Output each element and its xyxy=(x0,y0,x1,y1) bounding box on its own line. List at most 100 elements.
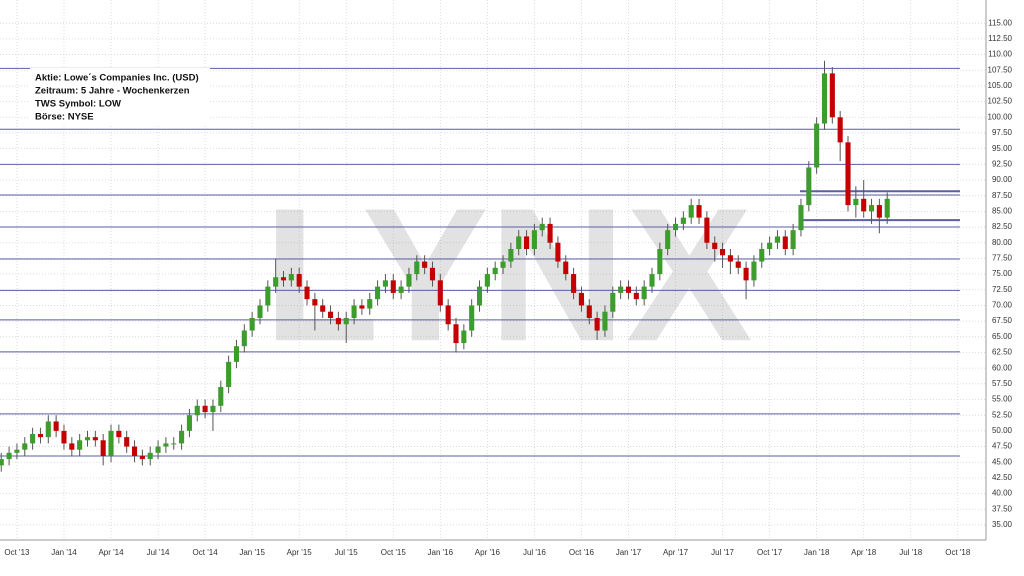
grid xyxy=(0,0,986,540)
candle-body xyxy=(524,236,530,249)
y-tick-label: 62.50 xyxy=(992,348,1013,357)
y-tick-label: 112.50 xyxy=(988,34,1012,43)
candle-body xyxy=(367,299,373,309)
candle-body xyxy=(328,311,334,318)
y-tick-label: 107.50 xyxy=(988,65,1013,74)
x-tick-label: Oct '13 xyxy=(4,548,30,557)
candle-body xyxy=(445,305,451,325)
x-tick-label: Apr '18 xyxy=(851,548,877,557)
candle-body xyxy=(312,299,318,306)
y-tick-label: 42.50 xyxy=(992,473,1013,482)
x-tick-label: Jul '17 xyxy=(711,548,734,557)
candle-body xyxy=(476,286,483,306)
candle-body xyxy=(571,274,577,293)
candle-body xyxy=(743,267,749,281)
candle-body xyxy=(202,405,208,413)
candle-body xyxy=(116,430,122,438)
y-tick-label: 100.00 xyxy=(988,112,1013,121)
candle-body xyxy=(876,205,882,218)
y-tick-label: 57.50 xyxy=(992,379,1013,388)
y-tick-label: 75.00 xyxy=(992,269,1013,278)
candle-body xyxy=(704,217,710,243)
x-tick-label: Jan '15 xyxy=(239,548,265,557)
candle-body xyxy=(6,452,12,460)
candle-body xyxy=(798,205,804,231)
candle-body xyxy=(257,305,263,318)
candle-body xyxy=(84,437,91,441)
y-tick-label: 105.00 xyxy=(988,81,1013,90)
candle-body xyxy=(288,274,294,281)
candle-body xyxy=(563,261,569,275)
candle-body xyxy=(578,292,584,306)
candle-body xyxy=(61,430,67,444)
candle-body xyxy=(782,236,788,249)
candle-body xyxy=(853,198,859,206)
info-line: Börse: NYSE xyxy=(35,112,94,123)
x-tick-label: Jan '17 xyxy=(616,548,642,557)
candle-body xyxy=(516,236,522,249)
candle-body xyxy=(233,346,240,362)
candle-body xyxy=(821,73,828,124)
info-line: Zeitraum: 5 Jahre - Wochenkerzen xyxy=(35,86,190,97)
candle-body xyxy=(696,205,702,218)
info-line: Aktie: Lowe´s Companies Inc. (USD) xyxy=(35,73,199,84)
candle-body xyxy=(469,305,475,331)
y-tick-label: 97.50 xyxy=(992,128,1013,137)
candle-body xyxy=(131,446,138,456)
candle-body xyxy=(179,430,185,444)
x-tick-label: Jul '18 xyxy=(899,548,922,557)
candle-body xyxy=(226,361,232,387)
candle-body xyxy=(163,443,169,447)
candle-body xyxy=(194,405,200,416)
candle-body xyxy=(359,305,365,309)
y-tick-label: 70.00 xyxy=(992,301,1013,310)
candle-body xyxy=(375,286,381,300)
candle-body xyxy=(625,286,632,293)
candle-body xyxy=(265,286,271,306)
y-tick-label: 87.50 xyxy=(992,191,1013,200)
x-tick-label: Jul '15 xyxy=(335,548,358,557)
candle-body xyxy=(461,330,467,344)
candle-body xyxy=(735,261,741,268)
x-tick-label: Jan '18 xyxy=(804,548,830,557)
candle-body xyxy=(437,280,443,306)
candle-body xyxy=(139,455,145,460)
y-tick-label: 110.00 xyxy=(988,50,1012,59)
candle-body xyxy=(649,274,655,287)
x-tick-label: Oct '16 xyxy=(569,548,595,557)
x-tick-label: Jan '16 xyxy=(428,548,454,557)
y-tick-label: 72.50 xyxy=(992,285,1013,294)
candle-body xyxy=(382,280,388,287)
y-tick-label: 52.50 xyxy=(992,410,1013,419)
candle-body xyxy=(806,167,812,206)
candle-body xyxy=(610,292,616,312)
candle-body xyxy=(30,434,36,444)
x-tick-label: Oct '18 xyxy=(945,548,971,557)
candle-body xyxy=(0,459,4,466)
candle-body xyxy=(429,267,436,281)
candle-body xyxy=(688,205,694,218)
y-tick-label: 40.00 xyxy=(992,489,1013,498)
candle-body xyxy=(672,223,679,231)
y-tick-label: 55.00 xyxy=(992,395,1013,404)
y-tick-label: 85.00 xyxy=(992,206,1013,215)
y-tick-label: 45.00 xyxy=(992,457,1013,466)
candle-body xyxy=(92,437,98,441)
y-tick-label: 47.50 xyxy=(992,442,1013,451)
candle-body xyxy=(304,286,310,300)
candle-body xyxy=(633,292,639,300)
candle-body xyxy=(77,440,83,450)
x-tick-label: Apr '17 xyxy=(663,548,689,557)
y-tick-label: 50.00 xyxy=(992,426,1013,435)
levels xyxy=(0,67,960,457)
y-tick-label: 115.00 xyxy=(988,18,1012,27)
candle-body xyxy=(500,261,506,268)
candle-body xyxy=(398,286,404,293)
candle-body xyxy=(155,446,161,453)
candle-body xyxy=(829,73,835,118)
candle-body xyxy=(680,217,686,224)
x-tick-label: Oct '14 xyxy=(193,548,219,557)
candle-body xyxy=(868,205,875,212)
candle-body xyxy=(390,280,396,293)
